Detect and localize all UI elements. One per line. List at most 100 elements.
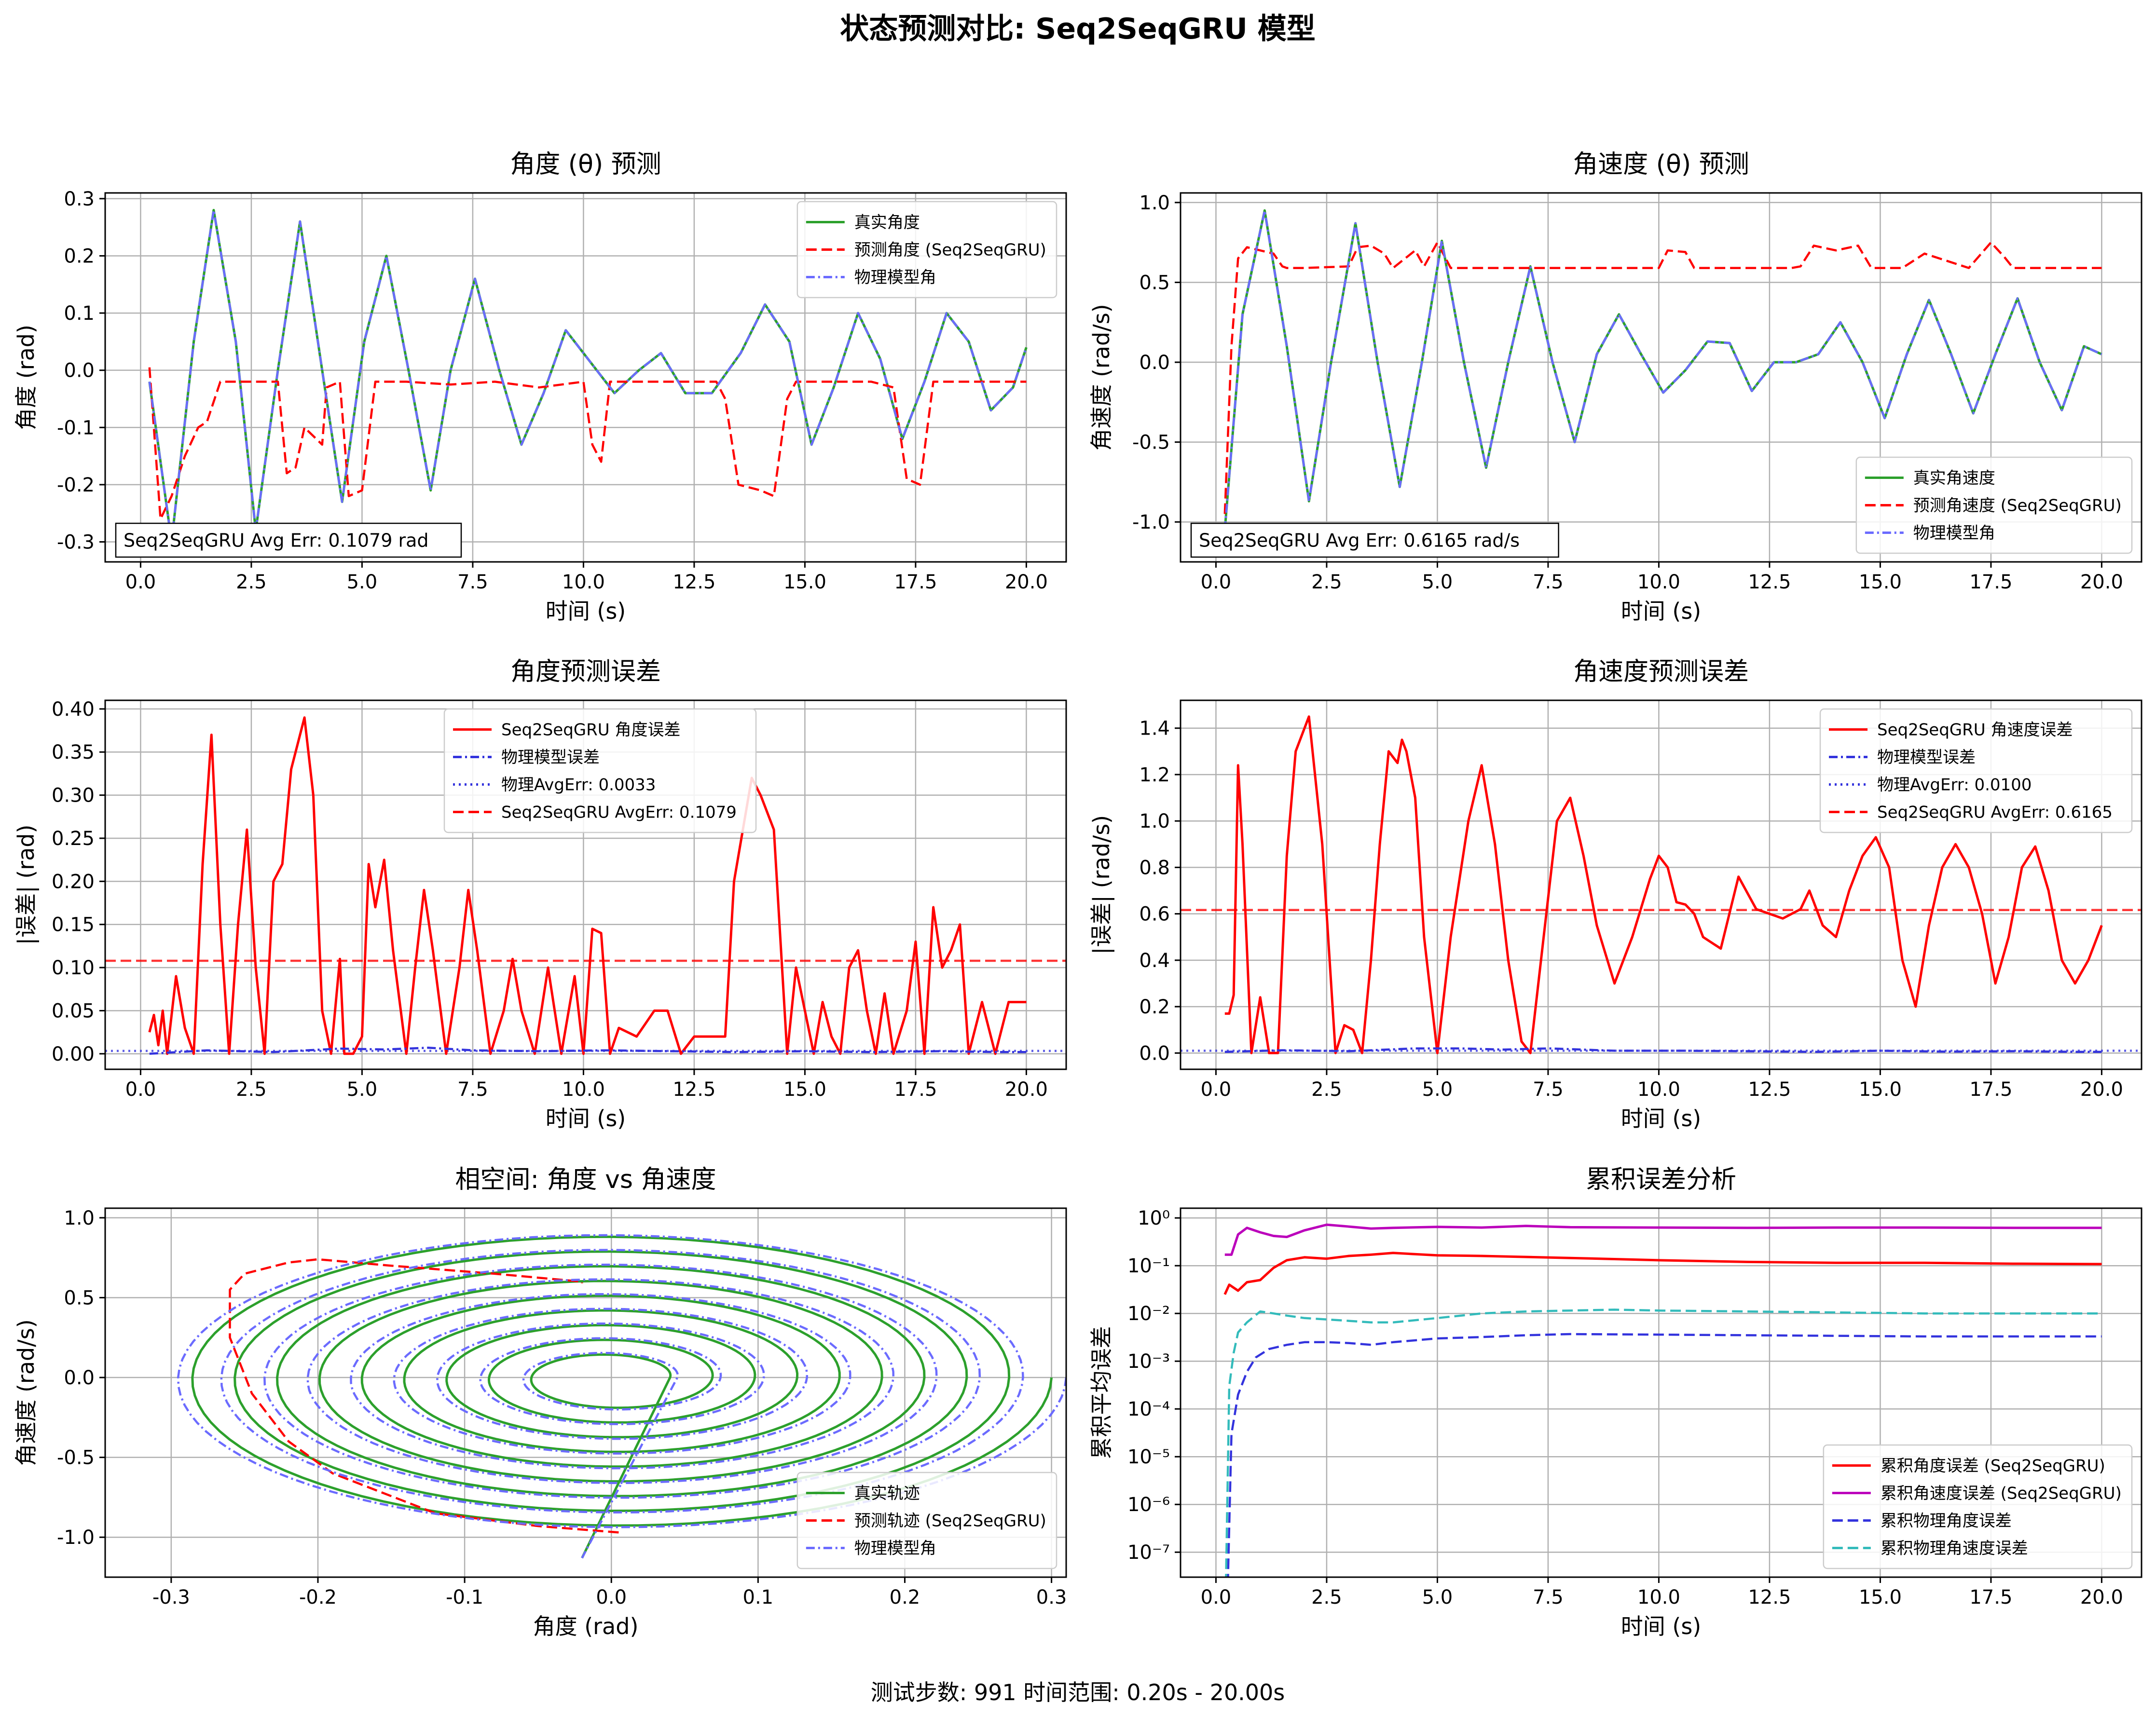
x-tick-label: 10.0 [1637, 1078, 1680, 1101]
x-axis-label: 时间 (s) [546, 598, 626, 624]
legend-label: 预测角速度 (Seq2SeqGRU) [1913, 496, 2122, 516]
legend-label: 累积物理角度误差 [1881, 1512, 2012, 1531]
x-tick-label: 5.0 [1422, 1586, 1453, 1609]
legend-frame [1823, 1444, 2133, 1569]
series-line-3 [177, 1234, 1066, 1559]
chart-omega_err: 0.0 2.5 5.0 7.5 10.0 12.5 15.0 17.5 20.0 0.0 0.2 0.… [1088, 657, 2142, 1132]
legend-frame [796, 1472, 1057, 1569]
series-line-2 [1224, 1223, 2102, 1256]
x-tick-label: 5.0 [347, 1078, 378, 1101]
y-tick-label: -1.0 [1132, 511, 1170, 533]
x-tick-label: 0.2 [890, 1586, 920, 1609]
x-tick-label: 10.0 [562, 1078, 605, 1101]
axes-frame [104, 1207, 1067, 1578]
annotation-text: Seq2SeqGRU Avg Err: 0.6165 rad/s [1199, 530, 1520, 551]
x-tick-label: 10.0 [562, 571, 605, 593]
series-line-2 [1223, 241, 2102, 514]
x-tick-label: 2.5 [236, 571, 267, 593]
legend-label: 物理模型角 [854, 268, 936, 287]
y-tick-label: 10⁻⁶ [1127, 1494, 1170, 1516]
x-tick-label: 15.0 [1859, 571, 1902, 593]
y-tick-label: 1.0 [1139, 810, 1170, 832]
chart-title: 角度预测误差 [510, 657, 661, 686]
series-line-4 [1225, 1309, 2102, 1577]
x-tick-label: 12.5 [673, 571, 715, 593]
x-tick-label: 0.3 [1036, 1586, 1067, 1609]
y-axis-label: |误差| (rad/s) [1088, 815, 1115, 954]
legend-label: 物理模型角 [1913, 524, 1995, 543]
chart-theta_err: 0.0 2.5 5.0 7.5 10.0 12.5 15.0 17.5 20.0 0.00 0.05… [13, 657, 1067, 1132]
x-tick-label: 0.0 [1201, 571, 1232, 593]
x-tick-label: 5.0 [1422, 1078, 1453, 1101]
legend-label: 累积角速度误差 (Seq2SeqGRU) [1881, 1484, 2122, 1503]
x-tick-label: 0.0 [125, 571, 156, 593]
chart-title: 累积误差分析 [1586, 1165, 1736, 1194]
y-tick-label: 0.15 [52, 914, 95, 936]
y-tick-label: -1.0 [57, 1527, 95, 1549]
x-tick-label: 7.5 [457, 571, 488, 593]
y-tick-label: 0.10 [52, 957, 95, 979]
x-axis-label: 时间 (s) [1621, 1613, 1701, 1639]
series-line-1 [1223, 1252, 2102, 1295]
y-tick-label: 0.0 [1139, 1042, 1170, 1064]
y-tick-label: 0.2 [1139, 996, 1170, 1018]
y-tick-label: 0.0 [64, 1367, 95, 1389]
axes-frame [1180, 1207, 2142, 1578]
x-tick-label: 0.0 [1201, 1078, 1232, 1101]
legend-frame [443, 708, 757, 833]
x-tick-label: 17.5 [1969, 1078, 2012, 1101]
y-tick-label: 0.2 [64, 245, 95, 267]
x-tick-label: 15.0 [783, 1078, 826, 1101]
y-tick-label: 10⁻⁷ [1127, 1541, 1170, 1564]
x-tick-label: 2.5 [1311, 1078, 1342, 1101]
axes-frame [1180, 192, 2142, 563]
y-tick-label: 0.35 [52, 741, 95, 764]
x-axis-label: 时间 (s) [1621, 598, 1701, 624]
x-tick-label: 15.0 [783, 571, 826, 593]
x-tick-label: 2.5 [236, 1078, 267, 1101]
chart-omega: 0.0 2.5 5.0 7.5 10.0 12.5 15.0 17.5 20.0 -1.0 -0.5… [1088, 150, 2142, 624]
y-tick-label: -0.2 [57, 474, 95, 496]
x-tick-label: 2.5 [1311, 571, 1342, 593]
x-tick-label: 0.0 [1201, 1586, 1232, 1609]
y-tick-label: 0.5 [64, 1287, 95, 1309]
y-tick-label: 0.1 [64, 302, 95, 325]
legend: 累积角度误差 (Seq2SeqGRU) 累积角速度误差 (Seq2SeqGRU) 累… [1823, 1444, 2133, 1569]
figure-footer: 测试步数: 991 时间范围: 0.20s - 20.00s [871, 1679, 1285, 1705]
x-tick-label: 17.5 [1969, 1586, 2012, 1609]
y-tick-label: 0.05 [52, 1000, 95, 1022]
legend-label: 真实轨迹 [854, 1484, 920, 1503]
x-tick-label: -0.3 [152, 1586, 190, 1609]
y-tick-label: -0.1 [57, 417, 95, 439]
x-tick-label: 20.0 [1005, 571, 1048, 593]
y-tick-label: 1.2 [1139, 764, 1170, 786]
y-tick-label: 0.00 [52, 1043, 95, 1065]
series-line-1 [191, 1235, 1053, 1559]
y-tick-label: 0.5 [1139, 272, 1170, 294]
series-line-2 [149, 1047, 1027, 1055]
y-tick-label: 1.4 [1139, 718, 1170, 740]
y-tick-label: 0.30 [52, 785, 95, 807]
y-tick-label: 10⁻⁵ [1127, 1446, 1170, 1468]
y-tick-label: 0.3 [64, 188, 95, 210]
y-tick-label: 0.6 [1139, 903, 1170, 926]
chart-title: 角度 (θ) 预测 [510, 150, 661, 179]
x-tick-label: 0.1 [743, 1586, 774, 1609]
x-tick-label: 12.5 [673, 1078, 715, 1101]
y-tick-label: 1.0 [64, 1207, 95, 1229]
annotation-text: Seq2SeqGRU Avg Err: 0.1079 rad [124, 530, 429, 551]
axes-frame [1180, 699, 2142, 1070]
y-axis-label: 累积平均误差 [1088, 1326, 1114, 1459]
series-line-1 [148, 716, 1027, 1055]
legend-label: 物理AvgErr: 0.0033 [501, 776, 656, 795]
y-tick-label: 10⁰ [1138, 1207, 1170, 1229]
x-tick-label: 2.5 [1311, 1586, 1342, 1609]
x-tick-label: 5.0 [1422, 571, 1453, 593]
legend-label: 物理模型角 [854, 1539, 936, 1558]
legend-label: 真实角度 [854, 213, 920, 232]
chart-title: 角速度 (θ) 预测 [1573, 150, 1749, 179]
chart-phase: -0.3 -0.2 -0.1 0.0 0.1 0.2 0.3 -1.0 -0.5 0.0 0.5 1.… [13, 1165, 1067, 1639]
series-line-3 [1227, 1333, 2102, 1577]
y-tick-label: 0.40 [52, 698, 95, 721]
